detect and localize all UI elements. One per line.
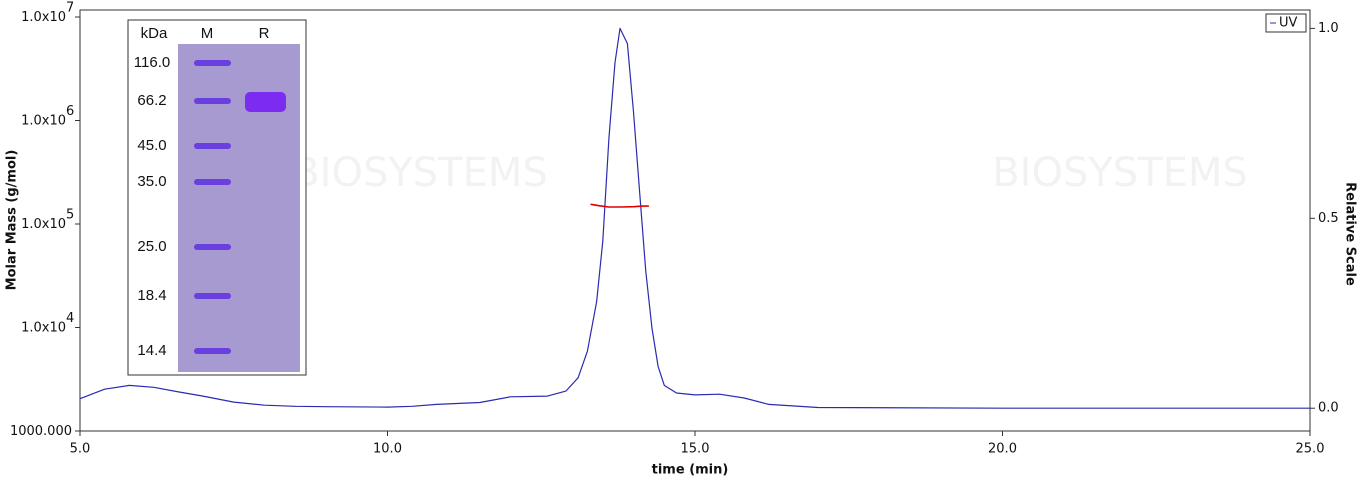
gel-marker-label: 66.2 [137, 92, 166, 109]
y-tick-label-base: 1.0x10 [21, 10, 66, 25]
watermark: BIOSYSTEMS [992, 150, 1248, 196]
gel-header: R [259, 25, 270, 42]
gel-marker-label: 116.0 [134, 54, 170, 71]
gel-sample-band [245, 92, 286, 112]
y-tick-label-base: 1000.000 [10, 424, 72, 439]
gel-marker-band [194, 60, 231, 66]
gel-header: kDa [141, 25, 168, 42]
y2-tick-label: 1.0 [1318, 21, 1339, 36]
gel-marker-band [194, 179, 231, 185]
gel-marker-label: 18.4 [137, 287, 166, 304]
x-tick-label: 15.0 [681, 442, 710, 457]
y2-tick-label: 0.5 [1318, 211, 1339, 226]
gel-marker-band [194, 244, 231, 250]
y-tick-label-exponent: 4 [66, 311, 74, 326]
y-tick-label-base: 1.0x10 [21, 320, 66, 335]
gel-marker-band [194, 348, 231, 354]
gel-marker-band [194, 293, 231, 299]
y-tick-label-base: 1.0x10 [21, 113, 66, 128]
x-tick-label: 5.0 [70, 442, 91, 457]
gel-header: M [201, 25, 214, 42]
y-tick-label: 1.0x10 [21, 10, 66, 25]
y-tick-label-base: 1.0x10 [21, 217, 66, 232]
y-tick-label: 1.0x10 [21, 217, 66, 232]
y-tick-label-exponent: 6 [66, 104, 74, 119]
legend-label: UV [1279, 16, 1298, 31]
gel-marker-band [194, 143, 231, 149]
gel-marker-band [194, 98, 231, 104]
x-tick-label: 20.0 [988, 442, 1017, 457]
x-axis-title: time (min) [652, 463, 729, 478]
watermark: BIOSYSTEMS [292, 150, 548, 196]
y-tick-label-exponent: 7 [66, 1, 74, 16]
y-tick-label: 1.0x10 [21, 113, 66, 128]
gel-marker-label: 45.0 [137, 137, 166, 154]
y-tick-label-exponent: 5 [66, 208, 74, 223]
y2-axis-title: Relative Scale [1343, 182, 1358, 286]
y-tick-label: 1.0x10 [21, 320, 66, 335]
x-tick-label: 10.0 [373, 442, 402, 457]
legend-box [1265, 13, 1307, 33]
data-line [79, 27, 1310, 409]
x-tick-label: 25.0 [1296, 442, 1325, 457]
y-tick-label: 1000.000 [10, 424, 72, 439]
gel-inset: kDa M R 116.0 66.2 45.0 35.0 25.0 18.4 14.4 [127, 19, 307, 376]
data-line [590, 203, 649, 208]
gel-marker-label: 14.4 [137, 342, 166, 359]
y-axis-title: Molar Mass (g/mol) [5, 150, 20, 291]
gel-marker-label: 35.0 [137, 173, 166, 190]
gel-marker-label: 25.0 [137, 238, 166, 255]
y2-tick-label: 0.0 [1318, 401, 1339, 416]
